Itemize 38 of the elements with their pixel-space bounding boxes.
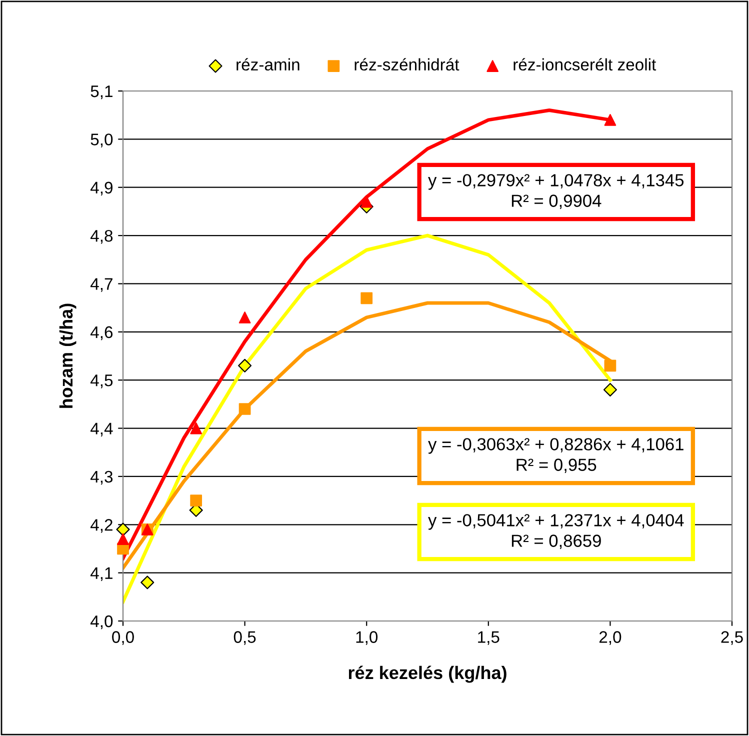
legend-label: réz-szénhidrát (354, 58, 460, 71)
point (604, 114, 616, 126)
annotation: y = -0,3063x² + 0,8286x + 4,1061 R² = 0,955 (428, 438, 684, 474)
y-tick-label: 4,6 (90, 326, 113, 340)
x-tick-label: 0,5 (234, 631, 256, 645)
point (190, 494, 202, 506)
x-tick-label: 2,0 (599, 631, 622, 645)
point (116, 522, 130, 536)
legend-label: réz-ioncserélt zeolit (514, 58, 656, 71)
point (190, 422, 202, 434)
x-tick-label: 1,5 (478, 631, 500, 645)
point (360, 292, 373, 304)
y-tick-label: 5,1 (90, 86, 112, 100)
y-tick-label: 4,1 (90, 567, 112, 581)
point (238, 358, 252, 372)
point (604, 360, 616, 372)
y-tick-label: 4,3 (90, 470, 113, 485)
y-tick-label: 4,8 (90, 230, 113, 244)
y-tick-label: 4,7 (90, 278, 112, 292)
point (140, 576, 154, 590)
y-tick-label: 4,9 (90, 182, 112, 196)
point (117, 533, 129, 546)
point (238, 403, 251, 415)
y-tick-label: 4,4 (90, 422, 113, 436)
y-axis-title: hozam (t/ha) (59, 304, 76, 408)
point (238, 312, 251, 324)
x-axis-title: réz kezelés (kg/ha) (348, 666, 506, 683)
x-tick-label: 0,0 (112, 631, 134, 645)
y-tick-label: 4,5 (90, 374, 113, 388)
annotation: y = -0,2979x² + 1,0478x + 4,1345 R² = 0,9904 (428, 174, 684, 210)
y-tick-label: 5,0 (90, 134, 113, 148)
x-tick-label: 2,5 (721, 631, 743, 645)
y-tick-label: 4,0 (90, 615, 113, 630)
legend-label: réz-amin (236, 58, 300, 71)
y-tick-label: 4,2 (90, 519, 112, 533)
point (603, 382, 617, 396)
annotation: y = -0,5041x² + 1,2371x + 4,0404 R² = 0,8659 (428, 514, 684, 550)
x-tick-label: 1,0 (356, 631, 378, 645)
